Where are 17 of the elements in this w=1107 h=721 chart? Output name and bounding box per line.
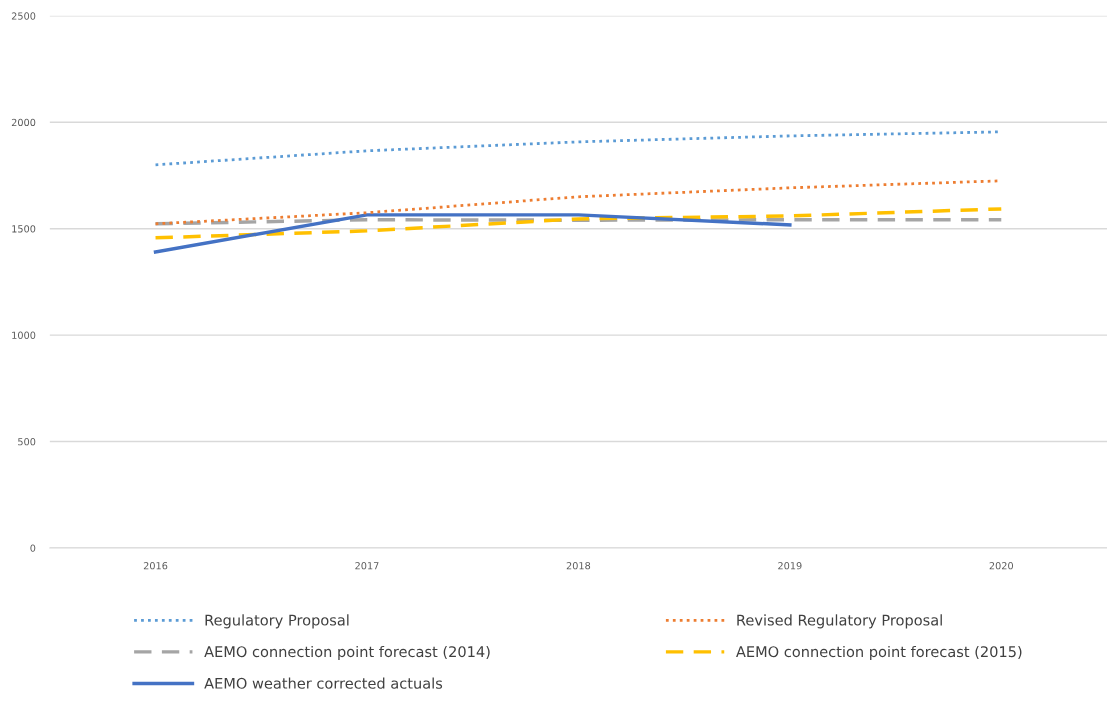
legend-label: Regulatory Proposal xyxy=(205,614,349,629)
y-tick-label: 1000 xyxy=(12,331,36,339)
x-tick-label: 2020 xyxy=(989,562,1014,570)
x-tick-label: 2017 xyxy=(355,562,379,570)
x-tick-label: 2019 xyxy=(778,562,802,570)
legend-label: AEMO connection point forecast (2014) xyxy=(204,645,490,661)
legend-label: AEMO connection point forecast (2015) xyxy=(736,645,1022,661)
legend-label: AEMO weather corrected actuals xyxy=(204,677,443,689)
y-tick-label: 2000 xyxy=(11,118,36,127)
x-tick-label: 2016 xyxy=(143,562,168,570)
y-tick-label: 500 xyxy=(18,438,36,446)
y-tick-label: 2500 xyxy=(11,12,36,20)
line-series xyxy=(153,207,1004,240)
x-tick-label: 2018 xyxy=(566,562,591,570)
y-tick-label: 0 xyxy=(30,544,36,552)
y-tick-label: 1500 xyxy=(12,225,36,233)
legend-label: Revised Regulatory Proposal xyxy=(737,614,942,629)
